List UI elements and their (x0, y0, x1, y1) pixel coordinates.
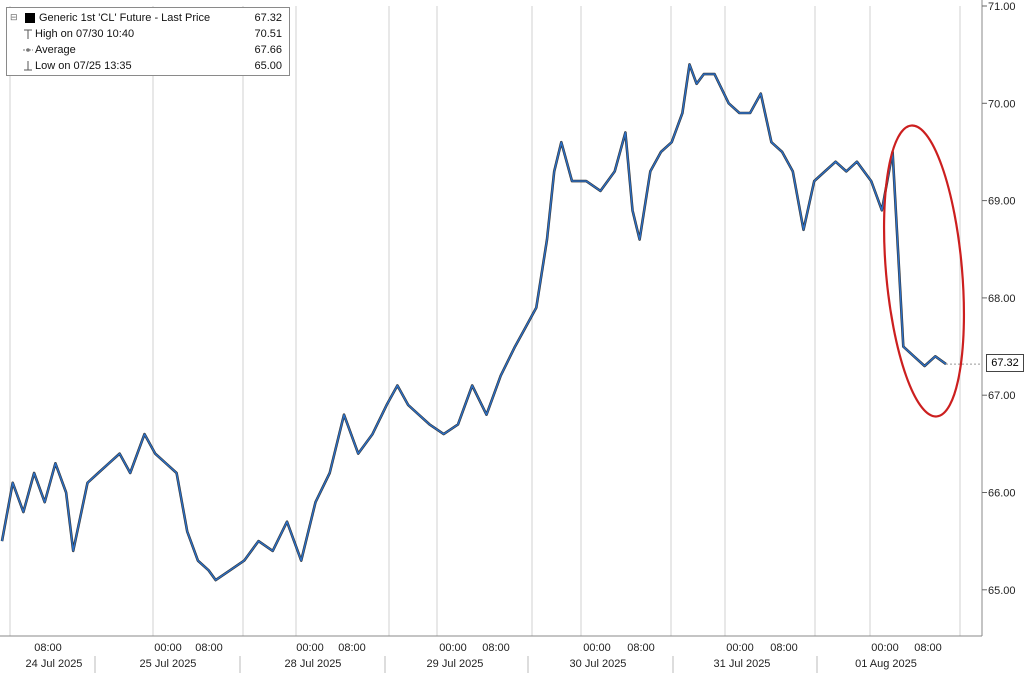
x-time-label: 08:00 (627, 642, 655, 654)
legend-row-low: Low on 07/25 13:35 65.00 (7, 59, 289, 74)
x-time-label: 08:00 (770, 642, 798, 654)
legend-low-label: Low on 07/25 13:35 (35, 60, 132, 72)
average-marker-icon (23, 45, 33, 55)
legend-title: Generic 1st 'CL' Future - Last Price (39, 12, 211, 24)
y-tick-label: 67.00 (988, 390, 1016, 402)
legend-last-price: 67.32 (254, 12, 282, 24)
x-time-label: 00:00 (583, 642, 611, 654)
legend-row-high: High on 07/30 10:40 70.51 (7, 27, 289, 42)
x-time-label: 00:00 (726, 642, 754, 654)
x-date-label: 30 Jul 2025 (570, 658, 627, 670)
x-date-label: 29 Jul 2025 (427, 658, 484, 670)
legend-title-row: ⊟ Generic 1st 'CL' Future - Last Price 6… (7, 11, 289, 26)
y-tick-label: 65.00 (988, 585, 1016, 597)
chart-grid (9, 6, 961, 636)
legend-average-label: Average (35, 44, 76, 56)
y-tick-label: 71.00 (988, 1, 1016, 13)
x-time-label: 08:00 (338, 642, 366, 654)
legend-average-value: 67.66 (254, 44, 282, 56)
price-line-shadow (0, 63, 947, 582)
y-tick-label: 68.00 (988, 293, 1016, 305)
legend-high-value: 70.51 (254, 28, 282, 40)
legend-row-average: Average 67.66 (7, 43, 289, 58)
y-tick-label: 70.00 (988, 98, 1016, 110)
x-time-label: 08:00 (195, 642, 223, 654)
price-series (0, 63, 982, 582)
x-date-label: 25 Jul 2025 (140, 658, 197, 670)
annotation-circle (882, 124, 966, 418)
x-time-label: 00:00 (296, 642, 324, 654)
x-date-label: 28 Jul 2025 (285, 658, 342, 670)
chart-legend[interactable]: ⊟ Generic 1st 'CL' Future - Last Price 6… (6, 7, 290, 76)
x-axis: 08:00 00:00 08:00 00:00 08:00 00:00 08:00 00:00… (0, 635, 982, 673)
x-date-label: 01 Aug 2025 (855, 658, 917, 670)
x-date-label: 24 Jul 2025 (26, 658, 83, 670)
y-axis: 71.00 70.00 69.00 68.00 67.00 66.00 65.00 (981, 0, 1016, 636)
y-tick-label: 69.00 (988, 196, 1016, 208)
low-marker-icon (23, 61, 33, 71)
series-swatch-icon (25, 13, 35, 23)
collapse-icon[interactable]: ⊟ (10, 12, 18, 22)
last-price-tag: 67.32 (986, 354, 1024, 372)
x-time-label: 08:00 (914, 642, 942, 654)
x-time-label: 08:00 (482, 642, 510, 654)
x-time-label: 00:00 (871, 642, 899, 654)
legend-low-value: 65.00 (254, 60, 282, 72)
x-time-label: 00:00 (439, 642, 467, 654)
legend-high-label: High on 07/30 10:40 (35, 28, 135, 40)
x-date-label: 31 Jul 2025 (714, 658, 771, 670)
x-time-label: 00:00 (154, 642, 182, 654)
x-time-label: 08:00 (34, 642, 62, 654)
price-line (1, 63, 947, 581)
high-marker-icon (23, 29, 33, 39)
y-tick-label: 66.00 (988, 488, 1016, 500)
